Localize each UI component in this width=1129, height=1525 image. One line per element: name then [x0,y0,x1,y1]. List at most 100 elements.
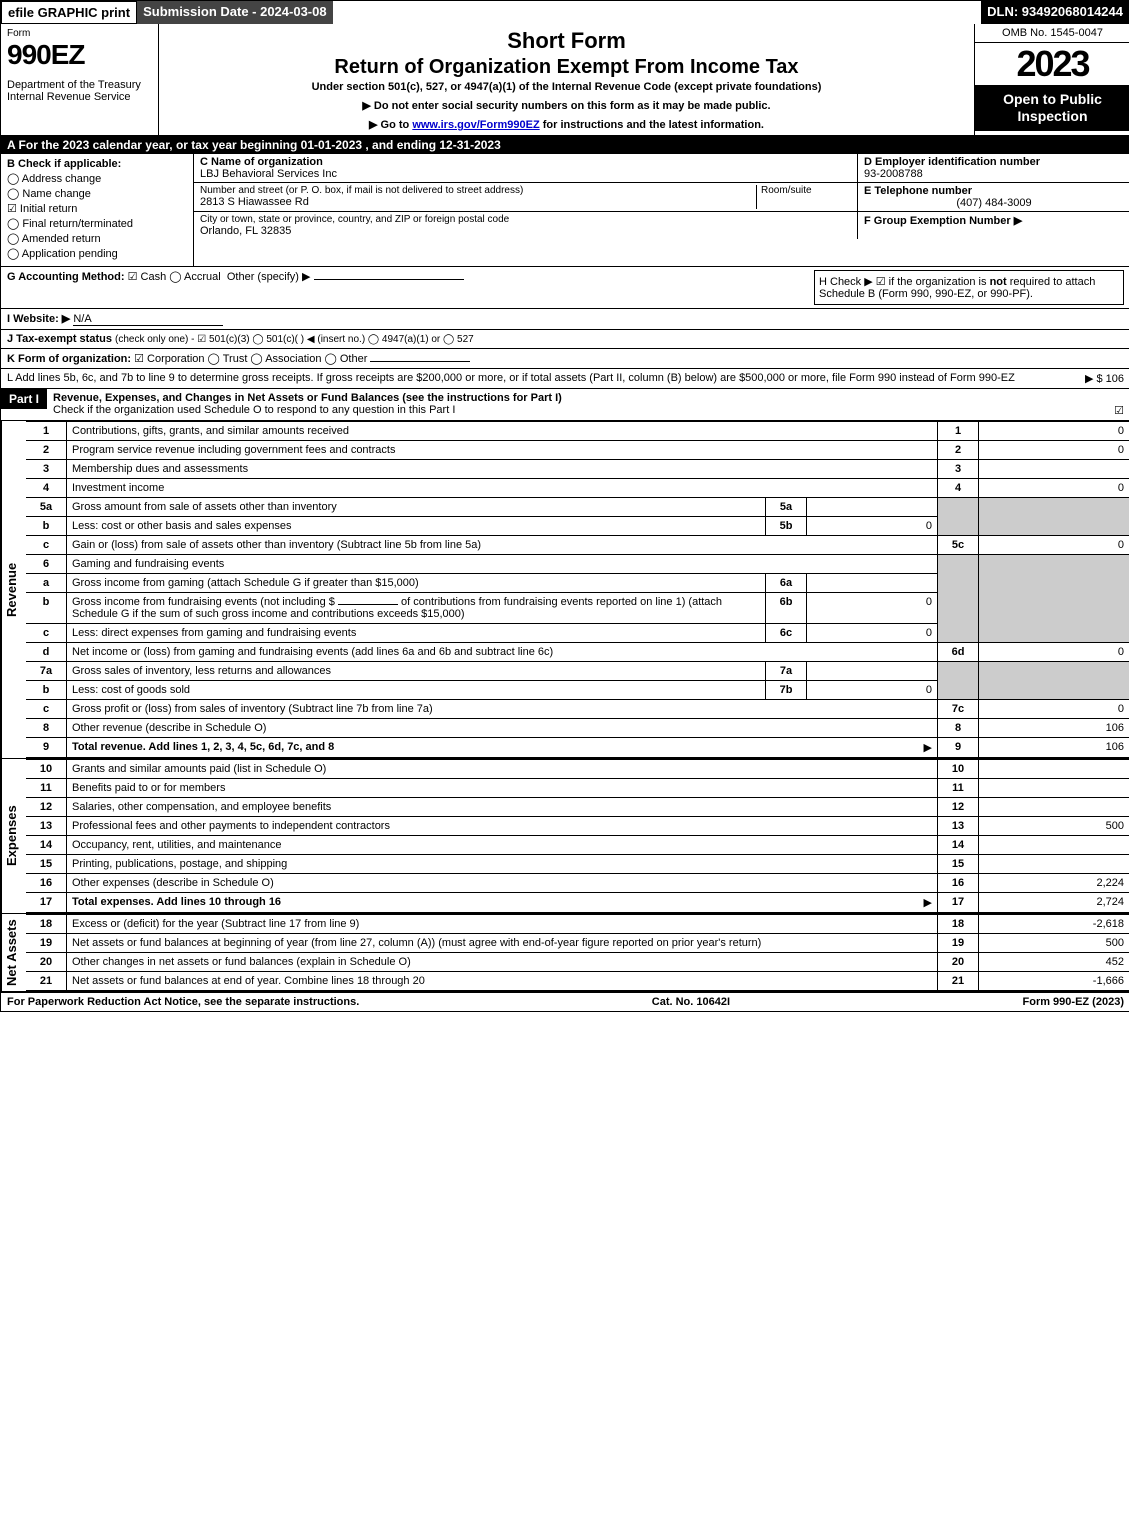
section-bcdef: B Check if applicable: ◯ Address change … [1,154,1129,267]
line-k: K Form of organization: ☑ Corporation ◯ … [1,349,1129,369]
ein-value: 93-2008788 [864,168,1124,180]
ln6a-num: a [26,574,67,593]
ln5b-subval: 0 [807,517,938,536]
ln4-val: 0 [979,479,1129,498]
ln21-box: 21 [938,972,979,991]
efile-print-button[interactable]: efile GRAPHIC print [1,1,137,24]
j-options[interactable]: (check only one) - ☑ 501(c)(3) ◯ 501(c)(… [115,334,474,345]
ln16-num: 16 [26,874,67,893]
ln1-box: 1 [938,422,979,441]
ln10-val [979,760,1129,779]
l-text: L Add lines 5b, 6c, and 7b to line 9 to … [7,372,1024,385]
ln9-num: 9 [26,738,67,758]
ln11-val [979,779,1129,798]
ln11-num: 11 [26,779,67,798]
ln11-box: 11 [938,779,979,798]
city-label: City or town, state or province, country… [200,214,851,225]
ln16-desc: Other expenses (describe in Schedule O) [67,874,938,893]
ln8-val: 106 [979,719,1129,738]
ln7a-desc: Gross sales of inventory, less returns a… [67,662,766,681]
ln11-desc: Benefits paid to or for members [67,779,938,798]
header-left: Form 990EZ Department of the Treasury In… [1,24,159,135]
g-cash-check[interactable]: ☑ [128,271,141,283]
ln15-val [979,855,1129,874]
ln1-desc: Contributions, gifts, grants, and simila… [67,422,938,441]
ln20-val: 452 [979,953,1129,972]
ln7c-val: 0 [979,700,1129,719]
ln2-num: 2 [26,441,67,460]
ln7-grey [938,662,979,700]
ln6c-num: c [26,624,67,643]
ln21-val: -1,666 [979,972,1129,991]
ln7c-box: 7c [938,700,979,719]
ln6b-num: b [26,593,67,624]
ln14-desc: Occupancy, rent, utilities, and maintena… [67,836,938,855]
g-accrual-check[interactable]: ◯ [169,271,184,283]
k-options[interactable]: ☑ Corporation ◯ Trust ◯ Association ◯ Ot… [134,353,367,365]
check-name-change[interactable]: ◯ Name change [7,187,187,200]
ln12-desc: Salaries, other compensation, and employ… [67,798,938,817]
footer-center: Cat. No. 10642I [652,996,730,1008]
ln6d-val: 0 [979,643,1129,662]
section-a-calendar-year: A For the 2023 calendar year, or tax yea… [1,136,1129,154]
form-container: efile GRAPHIC print Submission Date - 20… [0,0,1129,1012]
ln6-num: 6 [26,555,67,574]
form-header: Form 990EZ Department of the Treasury In… [1,24,1129,136]
street-label: Number and street (or P. O. box, if mail… [200,185,756,196]
dept-treasury: Department of the Treasury Internal Reve… [7,79,152,103]
net-assets-section: Net Assets 18Excess or (deficit) for the… [1,914,1129,993]
ln4-box: 4 [938,479,979,498]
check-address-change-label: Address change [22,173,102,185]
footer-left: For Paperwork Reduction Act Notice, see … [7,996,359,1008]
ln16-box: 16 [938,874,979,893]
part-i-check-line: Check if the organization used Schedule … [53,404,455,416]
form-number: 990EZ [7,39,152,71]
ln6d-num: d [26,643,67,662]
check-initial-return[interactable]: ☑ Initial return [7,202,187,215]
check-final-return[interactable]: ◯ Final return/terminated [7,217,187,230]
ln17-num: 17 [26,893,67,913]
ln3-desc: Membership dues and assessments [67,460,938,479]
ln5a-num: 5a [26,498,67,517]
ln17-box: 17 [938,893,979,913]
ln14-val [979,836,1129,855]
subtitle: Under section 501(c), 527, or 4947(a)(1)… [165,81,968,93]
expenses-table: 10Grants and similar amounts paid (list … [26,759,1129,913]
check-amended-return[interactable]: ◯ Amended return [7,232,187,245]
ln4-num: 4 [26,479,67,498]
d-ein-cell: D Employer identification number 93-2008… [858,154,1129,182]
part-i-checkbox[interactable]: ☑ [1114,404,1124,417]
line-g-h: G Accounting Method: ☑ Cash ◯ Accrual Ot… [1,267,1129,309]
k-other-input[interactable] [370,361,470,362]
ln8-num: 8 [26,719,67,738]
ln8-desc: Other revenue (describe in Schedule O) [67,719,938,738]
main-title: Return of Organization Exempt From Incom… [165,56,968,79]
ln1-val: 0 [979,422,1129,441]
omb-number: OMB No. 1545-0047 [975,24,1129,43]
ln10-num: 10 [26,760,67,779]
ln21-num: 21 [26,972,67,991]
irs-link[interactable]: www.irs.gov/Form990EZ [412,119,539,131]
ln7a-sub: 7a [766,662,807,681]
ln9-box: 9 [938,738,979,758]
part-i-title: Revenue, Expenses, and Changes in Net As… [53,392,562,404]
ln6b-amount-input[interactable] [338,604,398,605]
check-application-pending[interactable]: ◯ Application pending [7,247,187,260]
ln14-num: 14 [26,836,67,855]
ln12-num: 12 [26,798,67,817]
revenue-section: Revenue 1Contributions, gifts, grants, a… [1,421,1129,759]
ln15-desc: Printing, publications, postage, and shi… [67,855,938,874]
check-address-change[interactable]: ◯ Address change [7,172,187,185]
street-value: 2813 S Hiawassee Rd [200,196,756,208]
org-name: LBJ Behavioral Services Inc [200,168,851,180]
ln12-box: 12 [938,798,979,817]
part-i-label: Part I [1,389,47,409]
e-phone-cell: E Telephone number (407) 484-3009 [858,183,1129,211]
footer-right: Form 990-EZ (2023) [1023,996,1124,1008]
g-other-input[interactable] [314,279,464,280]
ln12-val [979,798,1129,817]
section-b: B Check if applicable: ◯ Address change … [1,154,194,266]
page-footer: For Paperwork Reduction Act Notice, see … [1,993,1129,1011]
net-assets-table: 18Excess or (deficit) for the year (Subt… [26,914,1129,991]
ln10-box: 10 [938,760,979,779]
